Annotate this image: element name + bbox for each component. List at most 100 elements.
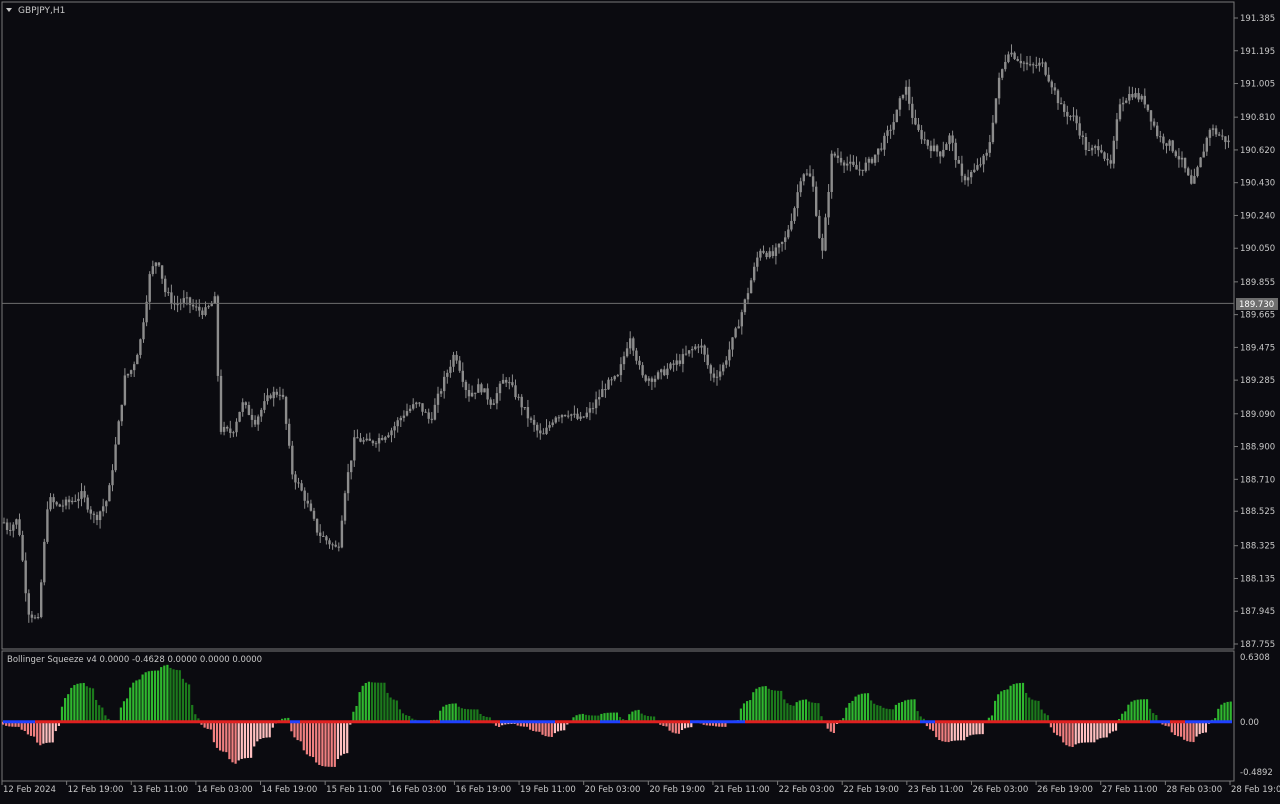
candle-body — [1152, 121, 1156, 126]
price-tick-label: 189.855 — [1240, 278, 1275, 288]
candle-body — [157, 262, 161, 266]
price-axis[interactable]: 191.385 191.195 191.005 190.810 190.620 190.4… — [1234, 14, 1275, 650]
histogram-bar — [932, 721, 935, 731]
histogram-bar — [1037, 700, 1040, 722]
histogram-bar — [51, 721, 54, 743]
candle-body — [55, 502, 58, 505]
candle-body — [604, 389, 607, 391]
candle-body — [1149, 110, 1153, 122]
histogram-bar — [649, 716, 653, 722]
histogram-bar — [919, 716, 922, 722]
histogram-bar — [773, 690, 777, 722]
candle-body — [461, 370, 464, 382]
histogram-bar — [60, 706, 64, 722]
symbol-label[interactable]: GBPJPY,H1 — [18, 6, 65, 16]
histogram-bar — [237, 721, 240, 761]
candle-body — [790, 220, 793, 230]
candle-body — [1221, 135, 1224, 137]
histogram-bar — [777, 690, 780, 722]
candle-body — [970, 172, 973, 178]
histogram-bar — [891, 709, 894, 722]
histogram-bar — [240, 721, 243, 759]
histogram-bar — [885, 708, 888, 722]
candle-body — [805, 173, 809, 175]
histogram-bar — [829, 721, 832, 732]
candle-body — [260, 409, 263, 417]
candle-body — [830, 153, 833, 192]
candle-body — [818, 215, 821, 238]
histogram-bar — [842, 718, 845, 722]
candle-body — [306, 500, 309, 504]
histogram-bar — [668, 721, 671, 731]
histogram-bar — [312, 721, 315, 758]
histogram-bar — [708, 721, 711, 726]
candle-body — [486, 388, 489, 400]
histogram-bar — [48, 721, 51, 743]
candle-body — [272, 391, 275, 399]
histogram-bar — [525, 721, 529, 727]
histogram-bar — [1028, 697, 1031, 722]
candle-body — [284, 396, 288, 424]
histogram-bar — [212, 721, 215, 743]
candle-body — [1162, 136, 1165, 144]
candle-body — [300, 483, 303, 491]
candle-body — [30, 614, 34, 618]
candle-body — [619, 364, 623, 376]
time-tick-label: 26 Feb 03:00 — [972, 785, 1028, 795]
candle-body — [607, 379, 610, 390]
histogram-bar — [1068, 721, 1071, 747]
histogram-bar — [963, 721, 966, 741]
time-axis[interactable]: 12 Feb 2024 12 Feb 19:00 13 Feb 11:00 14 Fe… — [1, 781, 1280, 795]
candle-body — [275, 391, 278, 395]
histogram-bar — [792, 705, 795, 722]
candle-body — [1087, 149, 1091, 151]
histogram-bar — [1071, 721, 1074, 747]
candle-body — [641, 365, 644, 376]
candle-body — [746, 293, 750, 300]
histogram-bar — [978, 721, 981, 735]
candle-body — [777, 243, 781, 248]
candle-body — [917, 124, 920, 131]
candle-body — [1047, 74, 1050, 82]
candle-body — [1001, 69, 1004, 78]
candle-body — [346, 472, 350, 494]
candle-body — [551, 422, 554, 426]
candle-body — [114, 444, 117, 471]
candle-body — [222, 426, 226, 432]
histogram-bar — [575, 715, 578, 722]
candle-body — [371, 440, 375, 444]
histogram-bar — [467, 709, 470, 722]
time-tick-label: 12 Feb 19:00 — [68, 785, 124, 795]
candle-body — [74, 500, 77, 502]
candle-body — [694, 346, 697, 350]
histogram-bar — [910, 699, 913, 722]
histogram-bar — [894, 704, 897, 722]
time-tick-label: 14 Feb 03:00 — [197, 785, 253, 795]
candle-body — [901, 94, 905, 99]
histogram-bar — [643, 715, 646, 722]
chevron-down-icon[interactable] — [6, 8, 12, 12]
candle-body — [176, 304, 179, 306]
histogram-bar — [519, 721, 522, 727]
histogram-bar — [219, 721, 222, 751]
candle-body — [601, 389, 604, 398]
histogram-bar — [20, 721, 23, 730]
candle-body — [691, 349, 694, 351]
candle-body — [18, 519, 21, 535]
histogram-bar — [1176, 721, 1180, 737]
histogram-bar — [987, 717, 990, 722]
histogram-bar — [662, 721, 665, 726]
candle-body — [948, 135, 951, 145]
candle-body — [960, 163, 964, 176]
histogram-bar — [1108, 721, 1111, 734]
histogram-bar — [318, 721, 321, 765]
indicator-tick-label: -0.4892 — [1240, 768, 1273, 778]
candle-body — [33, 617, 37, 619]
candle-body — [1004, 61, 1007, 70]
histogram-bar — [634, 710, 637, 722]
histogram-bar — [783, 699, 786, 722]
time-tick-label: 28 Feb 19:00 — [1231, 785, 1280, 795]
price-tick-label: 191.005 — [1240, 80, 1275, 90]
